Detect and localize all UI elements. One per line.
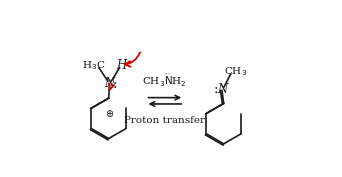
Text: CH$_3$: CH$_3$ (224, 65, 247, 78)
Text: N: N (104, 77, 115, 90)
Text: :: : (213, 83, 218, 96)
Text: :: : (113, 78, 117, 91)
Text: H$_3$C: H$_3$C (82, 59, 105, 72)
Text: Proton transfer: Proton transfer (124, 116, 205, 125)
Text: N: N (217, 82, 227, 96)
Text: $\oplus$: $\oplus$ (105, 109, 114, 119)
Text: H: H (116, 59, 126, 72)
Text: CH$_3\overset{..}{\rm N}$H$_2$: CH$_3\overset{..}{\rm N}$H$_2$ (143, 72, 187, 89)
